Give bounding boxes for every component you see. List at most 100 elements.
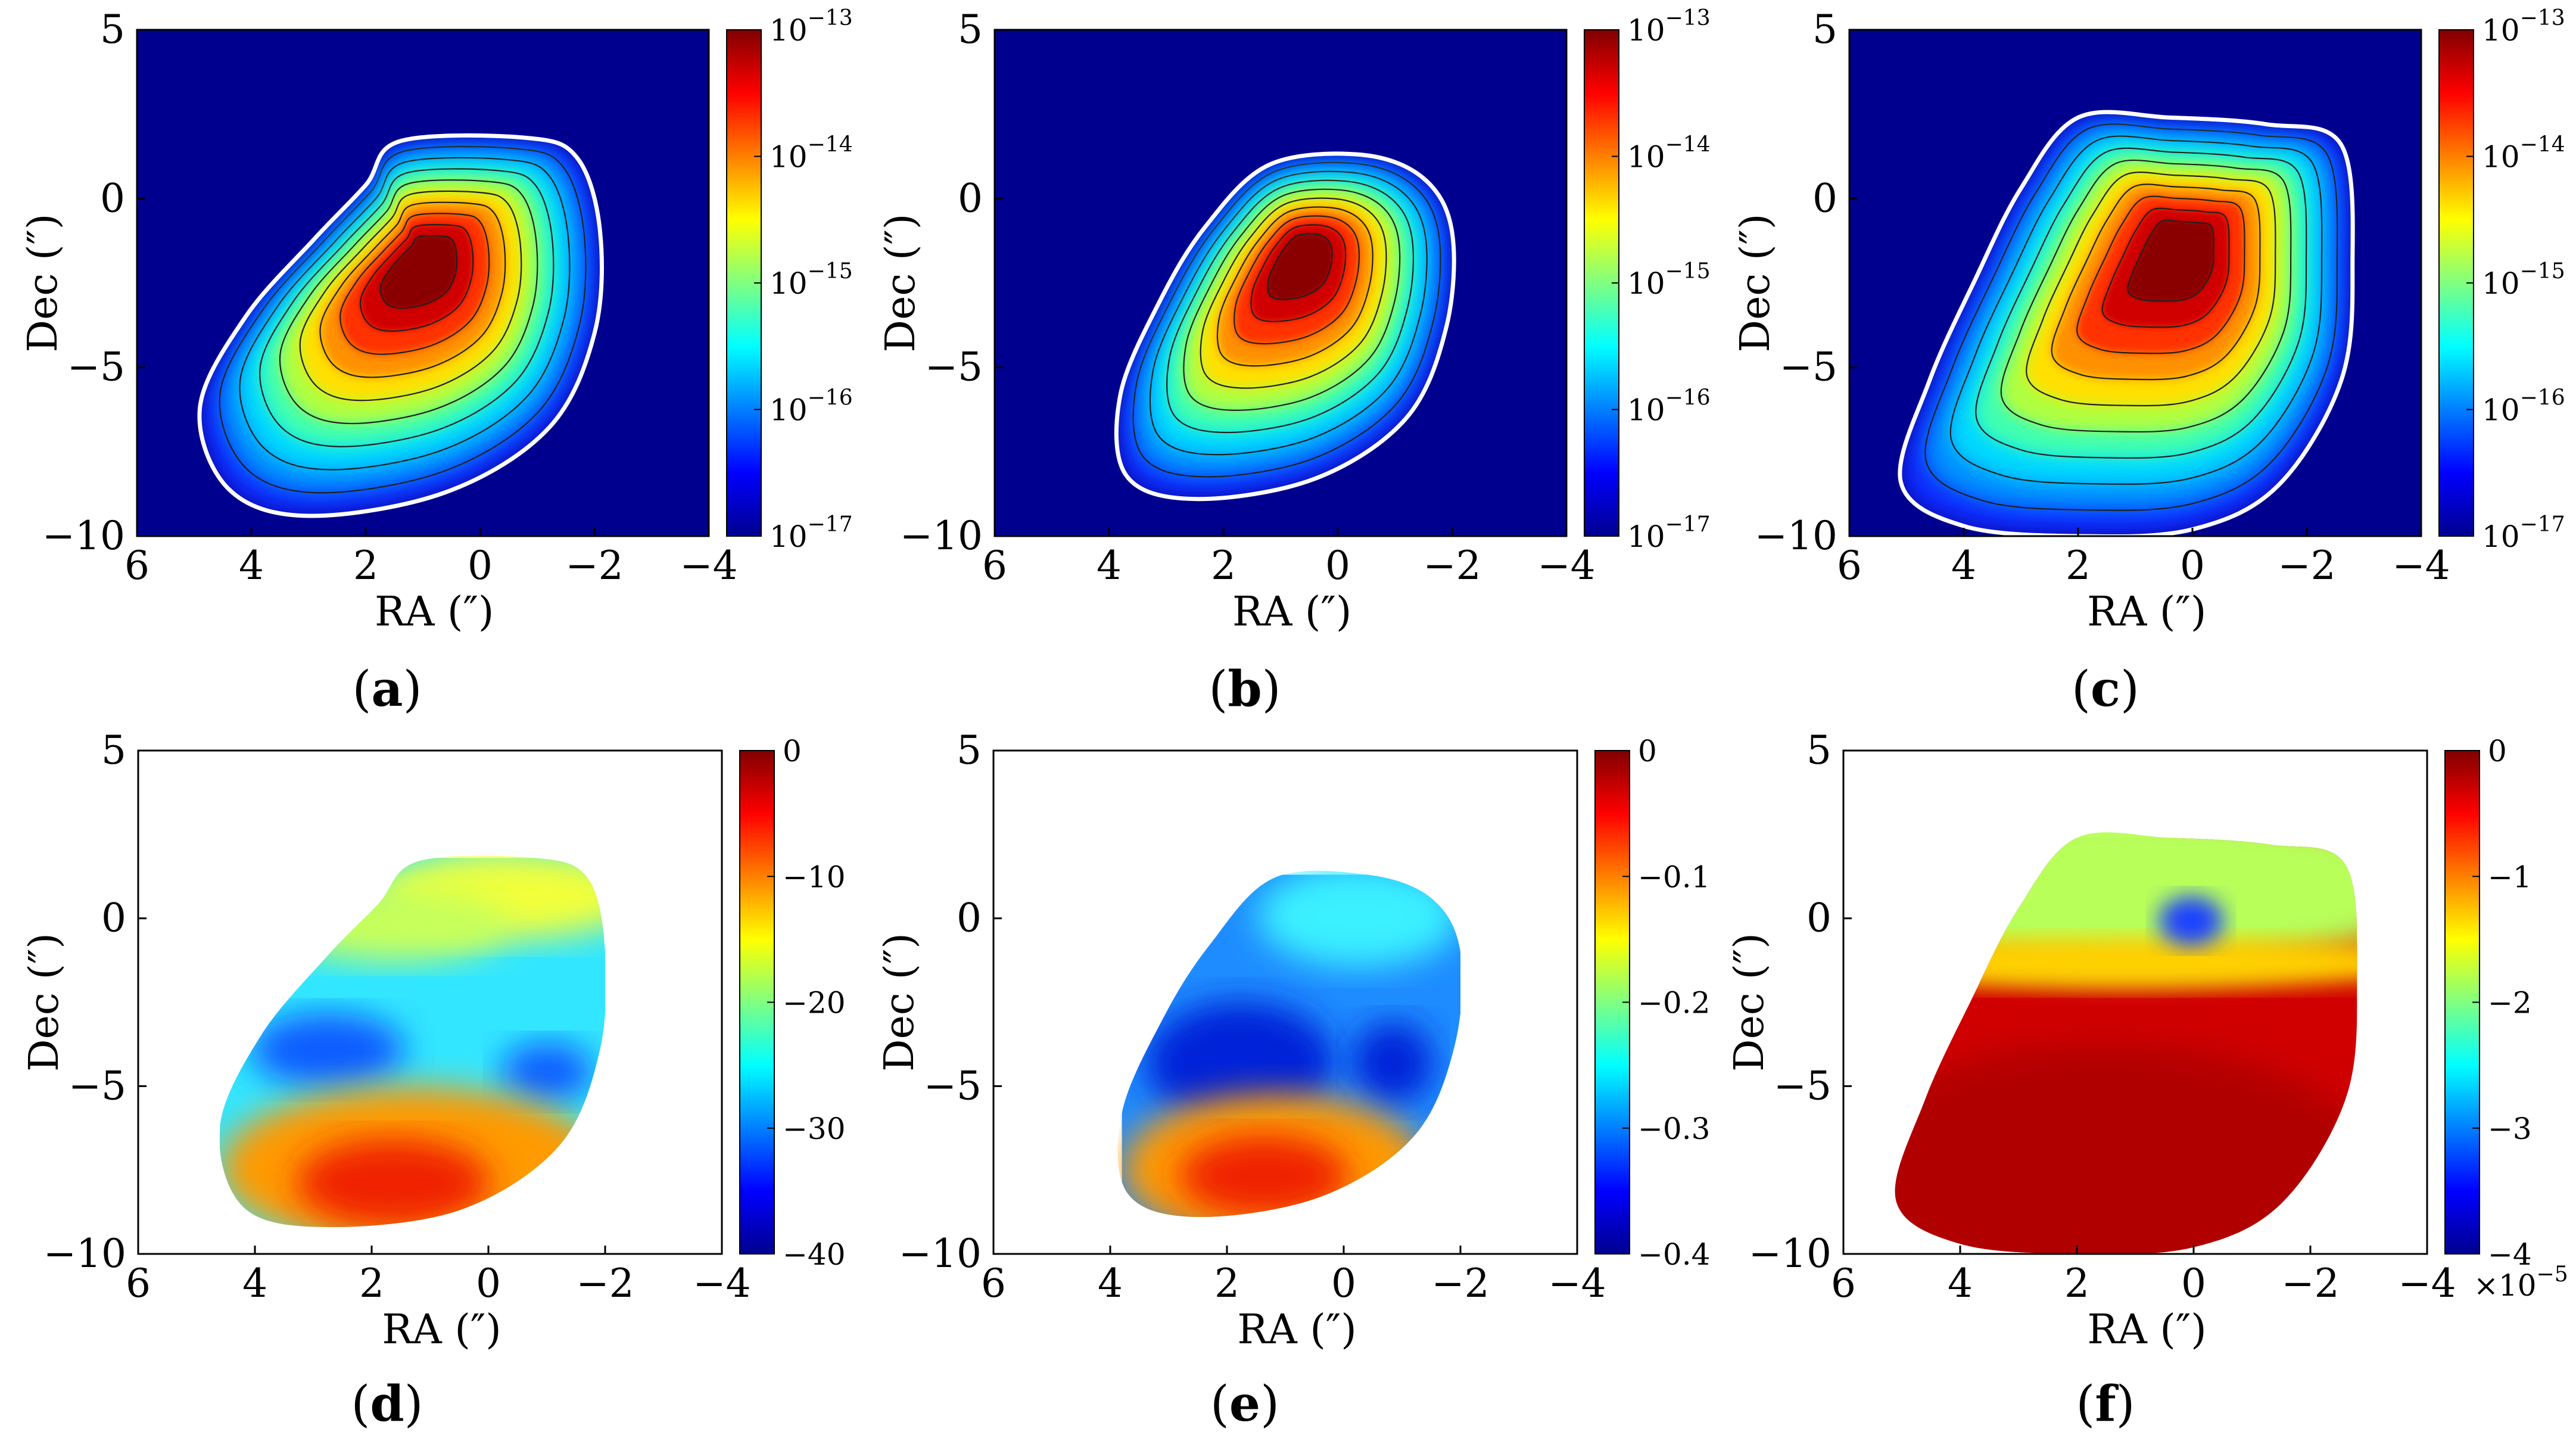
contour-line bbox=[2127, 219, 2214, 302]
colorbar-tick-label: 10−14 bbox=[770, 133, 853, 175]
x-axis-label: RA (″) bbox=[375, 589, 494, 636]
contour-line bbox=[1949, 135, 2323, 485]
contour-line bbox=[2101, 207, 2230, 328]
y-tick-label: −5 bbox=[68, 1063, 126, 1109]
panel-label-open: ( bbox=[1210, 1376, 1229, 1433]
x-tick-label: 4 bbox=[1951, 543, 1976, 589]
plot-frame bbox=[993, 29, 1568, 537]
colorbar-tick-label: −30 bbox=[783, 1112, 846, 1146]
y-tick-label: −5 bbox=[67, 344, 125, 390]
colorbar-tick-exponent: −14 bbox=[1665, 133, 1711, 157]
colorbar-tick-label: −2 bbox=[2488, 986, 2532, 1020]
x-tick-label: 0 bbox=[1325, 543, 1350, 589]
y-axis-label: Dec (″) bbox=[1726, 933, 1773, 1072]
colorbar-tick-label: 10−16 bbox=[770, 386, 853, 428]
colorbar-tick-label: −0.1 bbox=[1638, 860, 1710, 894]
emission-region bbox=[1899, 112, 2353, 536]
contour-line bbox=[379, 235, 458, 309]
colorbar-tick-label: 10−14 bbox=[1627, 133, 1711, 175]
colorbar-tick-label: 10−15 bbox=[1627, 259, 1711, 301]
y-axis-label: Dec (″) bbox=[20, 214, 67, 353]
x-tick-label: 6 bbox=[126, 1260, 151, 1306]
contour-line bbox=[1924, 123, 2338, 511]
contour-line bbox=[1183, 188, 1401, 411]
panel-label-letter: e bbox=[1229, 1375, 1260, 1433]
y-axis-label: Dec (″) bbox=[1732, 214, 1779, 353]
colorbar-tick-exponent: −13 bbox=[1665, 6, 1711, 30]
y-axis-label: Dec (″) bbox=[21, 933, 68, 1072]
y-tick-label: −5 bbox=[1780, 344, 1837, 390]
panel-label-letter: b bbox=[1228, 661, 1261, 718]
residual-blob bbox=[1145, 1001, 1335, 1125]
x-tick-label: 0 bbox=[2181, 1260, 2206, 1306]
y-tick-label: 5 bbox=[100, 7, 125, 52]
contour-line bbox=[299, 190, 522, 401]
x-tick-label: 0 bbox=[1331, 1260, 1356, 1306]
y-tick-label: −5 bbox=[1774, 1063, 1831, 1109]
y-axis-label: Dec (″) bbox=[876, 933, 923, 1072]
x-axis-label: RA (″) bbox=[2087, 589, 2206, 636]
panel-label-close: ) bbox=[403, 661, 422, 718]
contour-line bbox=[1216, 206, 1373, 367]
contour-line bbox=[339, 213, 490, 355]
x-tick-label: 2 bbox=[1211, 543, 1236, 589]
contour-line bbox=[2076, 195, 2245, 354]
x-tick-label: −4 bbox=[693, 1260, 750, 1306]
x-tick-label: 4 bbox=[1098, 1260, 1123, 1306]
x-tick-label: −4 bbox=[2398, 1260, 2456, 1306]
x-axis-label: RA (″) bbox=[1237, 1306, 1356, 1353]
emission-region bbox=[1116, 153, 1454, 499]
x-tick-label: 4 bbox=[242, 1260, 267, 1306]
y-tick-label: −10 bbox=[42, 513, 125, 559]
colorbar-tick-exponent: −16 bbox=[1665, 386, 1711, 410]
contour-line bbox=[2026, 172, 2276, 407]
contour-line bbox=[279, 179, 538, 425]
colorbar-tick-exponent: −15 bbox=[2520, 259, 2565, 284]
colorbar-tick-exponent: −17 bbox=[1665, 512, 1711, 537]
y-tick-label: −10 bbox=[43, 1231, 126, 1277]
panel-a: 6 4 2 0 −2 −4 5 0 −5 −10 RA (″) Dec (″) 10−13 10−14 10… bbox=[20, 6, 853, 718]
colorbar-tick-label: 10−17 bbox=[1627, 512, 1711, 554]
colorbar-tick-label: 0 bbox=[783, 734, 802, 768]
y-tick-label: 5 bbox=[957, 727, 982, 773]
plot-area bbox=[993, 751, 1577, 1254]
plot-frame bbox=[992, 749, 1578, 1255]
colorbar-tick-label: −20 bbox=[783, 986, 846, 1020]
plot-frame bbox=[1848, 29, 2422, 537]
panel-label: (a) bbox=[352, 661, 422, 718]
colorbar-tick-exponent: −13 bbox=[2520, 6, 2565, 30]
y-axis-label: Dec (″) bbox=[877, 214, 924, 353]
colorbar-tick-label: −0.3 bbox=[1638, 1112, 1710, 1146]
colorbar-tick-label: 0 bbox=[2488, 734, 2507, 768]
contour-line bbox=[1267, 233, 1333, 300]
contour-line bbox=[2051, 183, 2261, 381]
residual-blob bbox=[1179, 1135, 1349, 1218]
colorbar-tick-label: −0.2 bbox=[1638, 986, 1710, 1020]
colorbar-tick-label: 10−15 bbox=[770, 259, 853, 301]
colorbar-tick-exponent: −14 bbox=[2520, 133, 2565, 157]
contour-line bbox=[1166, 179, 1415, 434]
y-tick-label: 5 bbox=[1806, 727, 1831, 773]
x-tick-label: 6 bbox=[124, 543, 149, 589]
panel-e: 6 4 2 0 −2 −4 5 0 −5 −10 RA (″) Dec (″) 0 −0.1 −0.2 −0.… bbox=[876, 727, 1710, 1433]
colorbar-tick-exponent: −17 bbox=[808, 512, 853, 537]
panel-label: (f) bbox=[2076, 1375, 2135, 1433]
x-tick-label: 4 bbox=[1097, 543, 1122, 589]
colorbar-tick-label: 10−16 bbox=[2482, 386, 2565, 428]
panel-label-open: ( bbox=[1208, 661, 1228, 718]
y-tick-label: 5 bbox=[958, 7, 983, 52]
panel-label: (c) bbox=[2072, 661, 2139, 718]
panel-label-letter: d bbox=[370, 1375, 404, 1433]
contour-line bbox=[1975, 147, 2307, 459]
x-tick-label: 6 bbox=[1837, 543, 1862, 589]
colorbar-tick-exponent: −14 bbox=[808, 133, 853, 157]
colorbar-tick-exponent: −16 bbox=[808, 386, 853, 410]
x-tick-label: 4 bbox=[1948, 1260, 1973, 1306]
x-tick-label: 2 bbox=[359, 1260, 384, 1306]
contour-line bbox=[1250, 224, 1347, 322]
panel-label-close: ) bbox=[404, 1376, 423, 1433]
contour-line bbox=[239, 157, 571, 471]
x-tick-label: −2 bbox=[576, 1260, 634, 1306]
x-tick-label: 4 bbox=[239, 543, 264, 589]
